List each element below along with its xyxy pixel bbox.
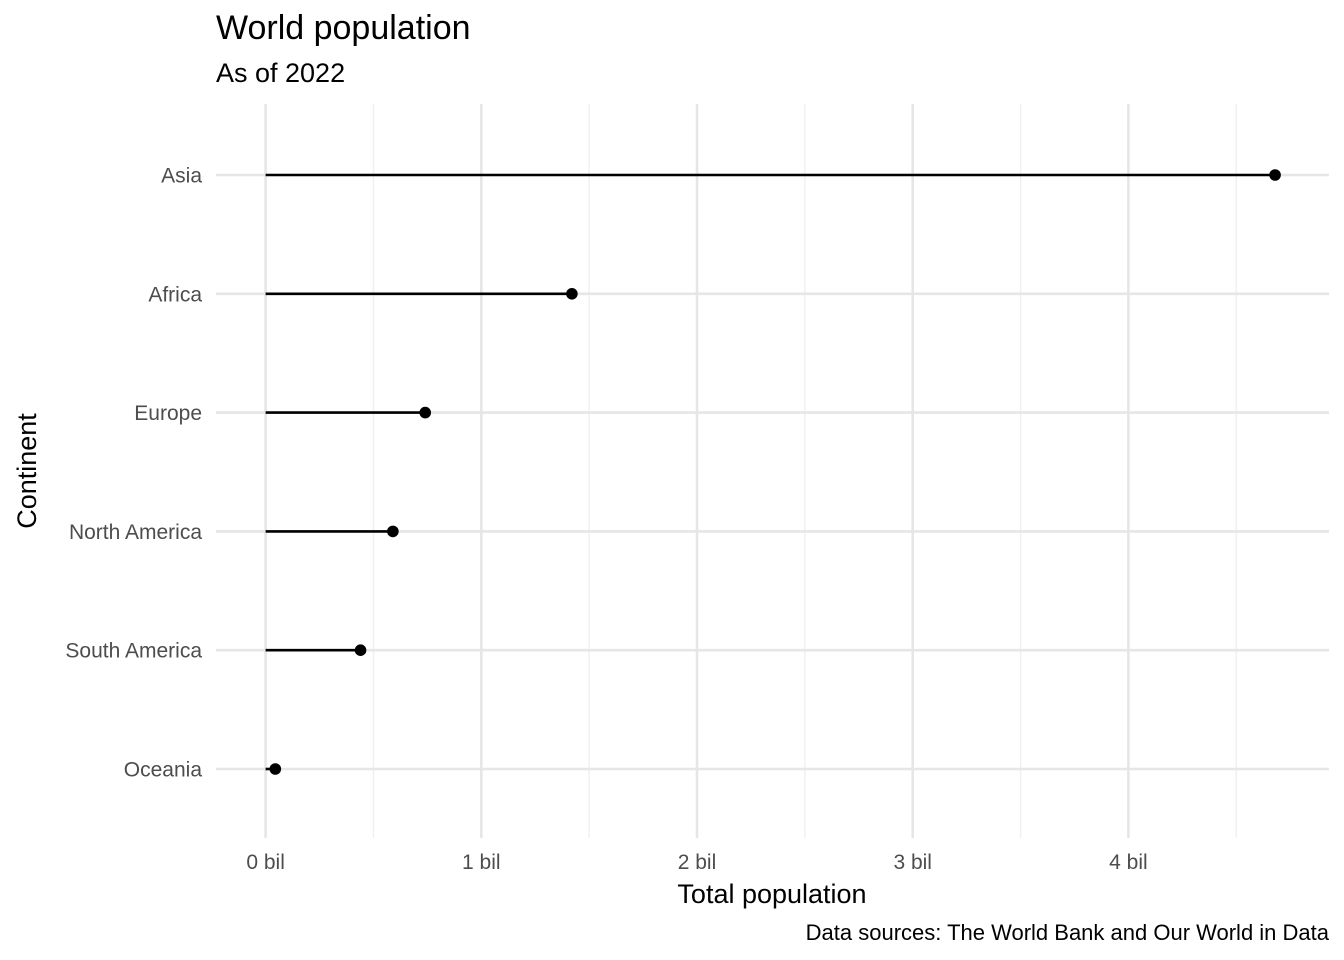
x-tick-label-3: 3 bil [893,851,932,874]
y-tick-label-4: South America [65,640,202,663]
minor-gridlines [372,104,1237,838]
y-tick-labels: Asia Africa Europe North America South Ameri… [65,165,202,782]
x-tick-labels: 0 bil 1 bil 2 bil 3 bil 4 bil [246,851,1147,874]
x-tick-label-0: 0 bil [246,851,285,874]
lollipop-point-3 [387,525,399,538]
major-gridlines [216,104,1329,838]
x-tick-label-4: 4 bil [1109,851,1148,874]
lollipop-point-2 [419,406,432,419]
y-tick-label-1: Africa [148,283,202,306]
y-tick-label-0: Asia [161,165,202,188]
chart-subtitle: As of 2022 [216,58,346,88]
y-tick-label-5: Oceania [124,759,203,782]
lollipop-point-5 [269,763,282,775]
x-tick-label-1: 1 bil [462,851,501,874]
chart-title: World population [216,9,471,47]
lollipop-marks [265,169,1281,775]
lollipop-point-4 [354,644,367,656]
lollipop-point-1 [566,288,578,300]
lollipop-point-0 [1269,169,1281,181]
x-axis-title: Total population [677,879,866,909]
chart-caption: Data sources: The World Bank and Our Wor… [805,920,1329,945]
y-tick-label-2: Europe [134,402,202,425]
y-tick-label-3: North America [69,521,202,544]
x-tick-label-2: 2 bil [678,851,717,874]
y-axis-title: Continent [12,413,42,529]
